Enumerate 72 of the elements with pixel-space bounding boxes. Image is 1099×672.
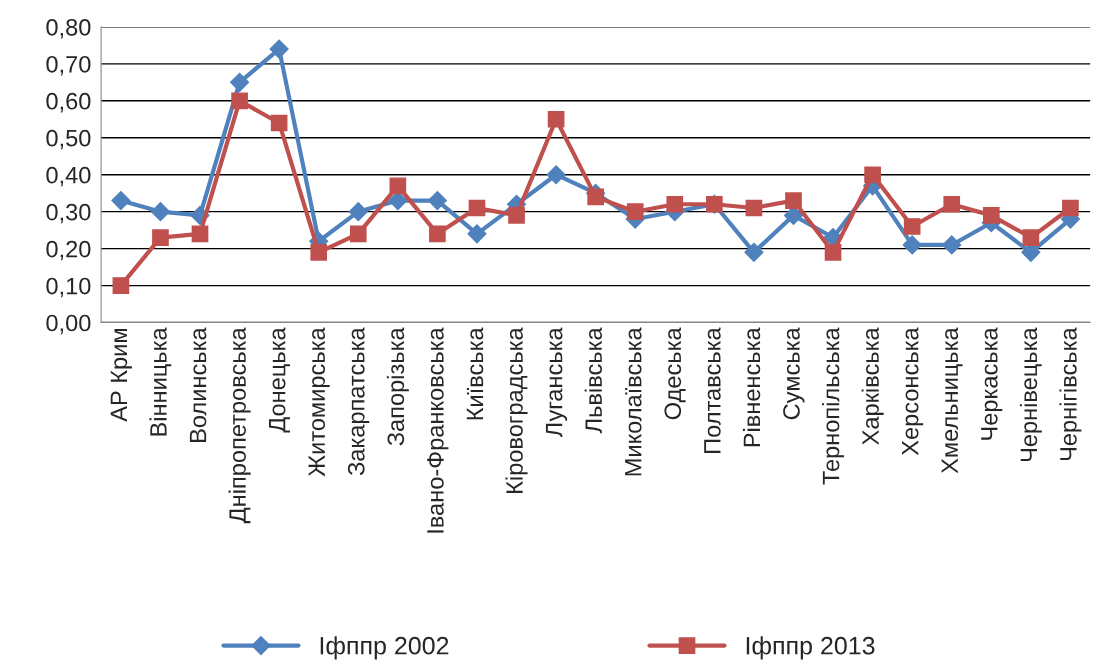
legend-label: Іфппр 2013 (746, 636, 875, 660)
point (112, 277, 130, 294)
x-tick-label: Івано-Франковська (427, 327, 449, 533)
point (230, 72, 250, 92)
point (348, 202, 368, 222)
point (1022, 229, 1040, 246)
x-tick-label: Чернівецька (1019, 327, 1042, 462)
y-tick-label: 0,30 (46, 203, 91, 224)
x-tick-label: Донецька (269, 327, 290, 433)
point (468, 199, 486, 217)
point (546, 165, 566, 185)
point (864, 166, 881, 184)
point (508, 207, 525, 224)
point (388, 191, 408, 211)
point (1062, 199, 1079, 217)
x-tick-label: Тернопільська (822, 327, 845, 485)
point (152, 229, 169, 246)
x-tick-label: Одеська (664, 327, 686, 420)
point (427, 191, 447, 211)
point (310, 244, 328, 261)
point (389, 177, 407, 195)
point (429, 225, 446, 243)
x-tick-label: Полтавська (704, 327, 721, 453)
y-tick-label: 0,80 (46, 18, 91, 39)
x-tick-label: Київська (466, 327, 484, 420)
x-tick-label: Вінницька (149, 327, 172, 436)
x-tick-label: АР Крим (110, 329, 132, 422)
point (824, 244, 842, 261)
point (666, 195, 684, 213)
x-tick-label: Херсонська (902, 327, 924, 456)
point (744, 242, 764, 262)
point (111, 191, 131, 211)
x-tick-label: Сумська (783, 327, 805, 420)
y-tick-label: 0,70 (46, 55, 91, 76)
x-tick-label: Запорізька (386, 327, 409, 446)
x-tick-label: Житомирська (308, 327, 330, 477)
point (982, 207, 1000, 224)
point (626, 203, 644, 221)
x-tick-label: Харківська (861, 327, 884, 445)
x-tick-label: Волинська (189, 327, 207, 442)
legend-label: Іфппр 2002 (320, 636, 449, 660)
y-tick-label: 0,60 (46, 92, 91, 113)
point (785, 192, 802, 209)
point (745, 199, 763, 217)
point (269, 39, 289, 59)
point (349, 225, 367, 243)
x-tick-label: Кіровоградська (505, 327, 528, 493)
x-tick-label: Миколаївська (625, 327, 642, 476)
point (943, 195, 961, 213)
point (270, 114, 288, 132)
y-tick-label: 0,10 (46, 277, 91, 298)
y-tick-label: 0,50 (46, 129, 91, 150)
x-tick-label: Львівська (584, 327, 602, 434)
y-tick-label: 0,40 (46, 166, 91, 187)
x-tick-label: Луганська (545, 327, 568, 438)
point (942, 235, 962, 255)
point (587, 188, 604, 206)
point (547, 110, 565, 128)
point (231, 92, 248, 110)
y-tick-label: 0,00 (46, 314, 91, 335)
x-tick-label: Закарпатська (347, 327, 370, 476)
x-tick-label: Хмельницька (941, 327, 963, 474)
point (191, 225, 209, 243)
x-tick-label: Дніпропетровська (228, 327, 251, 524)
x-tick-label: Чернігівська (1059, 327, 1082, 461)
point (902, 235, 922, 255)
point (150, 202, 170, 222)
point (903, 218, 921, 235)
y-tick-label: 0,20 (46, 240, 91, 261)
x-tick-label: Черкаська (981, 327, 1003, 440)
x-tick-label: Рівненська (742, 327, 761, 447)
point (467, 224, 487, 244)
